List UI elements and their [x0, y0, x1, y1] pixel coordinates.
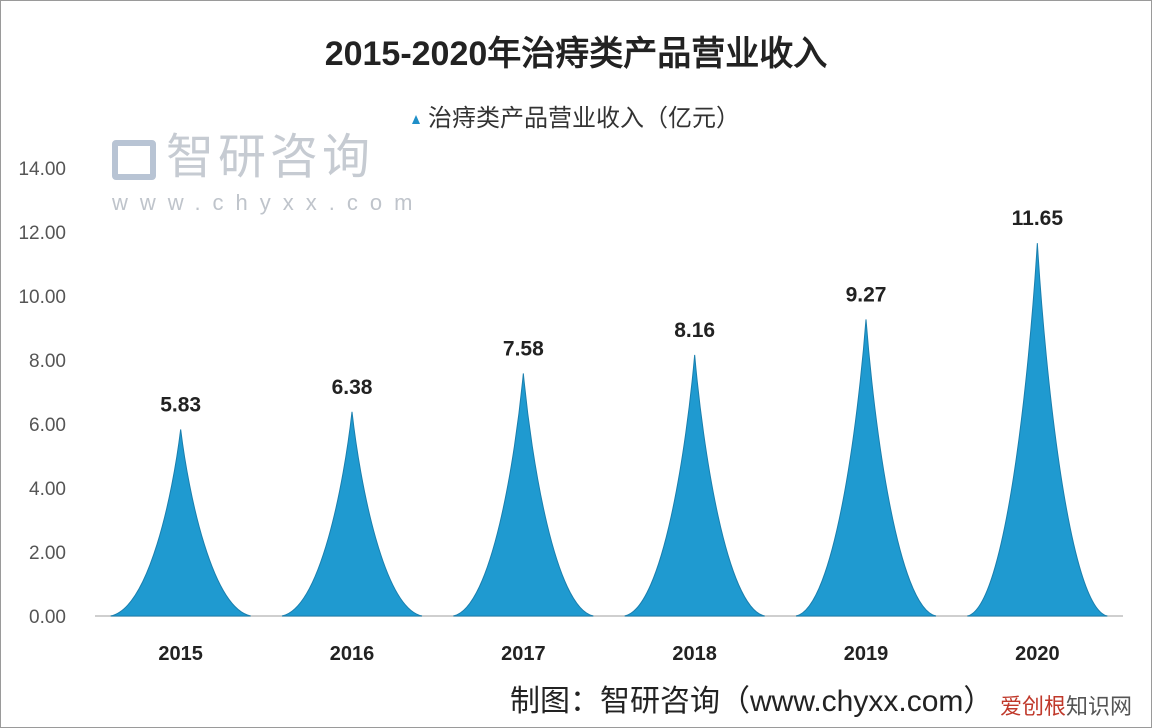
y-tick-label: 12.00 — [18, 223, 66, 244]
data-label: 8.16 — [674, 319, 715, 342]
data-label: 7.58 — [503, 337, 544, 360]
x-tick-label: 2019 — [844, 643, 889, 665]
data-label: 9.27 — [846, 283, 887, 306]
x-tick-label: 2020 — [1015, 643, 1060, 665]
watermark-name: 智研咨询 — [166, 131, 375, 184]
peak-mark — [281, 411, 423, 617]
y-tick-label: 10.00 — [18, 287, 66, 308]
legend: 治痔类产品营业收入（亿元） — [0, 98, 1152, 133]
credit-text: 制图：智研咨询（www.chyxx.com） — [510, 685, 994, 718]
y-tick-label: 0.00 — [29, 607, 66, 628]
site-part2: 知识网 — [1066, 694, 1133, 719]
data-label: 5.83 — [160, 393, 201, 416]
watermark-url: www.chyxx.com — [112, 190, 425, 215]
y-tick-label: 2.00 — [29, 543, 66, 564]
legend-triangle-icon — [412, 115, 420, 125]
data-label: 6.38 — [332, 376, 373, 399]
chart-title: 2015-2020年治痔类产品营业收入 — [324, 35, 828, 73]
peak-mark — [453, 373, 594, 617]
y-tick-label: 4.00 — [29, 479, 66, 500]
overlay-site-label: 爱创根知识网 — [1000, 694, 1132, 720]
site-part1: 爱创根 — [1000, 694, 1067, 719]
x-tick-label: 2018 — [672, 643, 717, 665]
peak-mark — [110, 429, 251, 617]
y-tick-label: 14.00 — [18, 159, 66, 180]
x-tick-label: 2017 — [501, 643, 546, 665]
y-tick-label: 8.00 — [29, 351, 66, 372]
y-tick-label: 6.00 — [29, 415, 66, 436]
watermark-logo-icon — [112, 140, 156, 180]
x-tick-label: 2016 — [330, 643, 375, 665]
data-label: 11.65 — [1012, 207, 1064, 230]
peak-mark — [795, 319, 937, 617]
peak-mark — [624, 354, 765, 617]
peak-mark — [967, 243, 1108, 617]
x-tick-label: 2015 — [158, 643, 203, 665]
legend-label: 治痔类产品营业收入（亿元） — [428, 105, 740, 132]
